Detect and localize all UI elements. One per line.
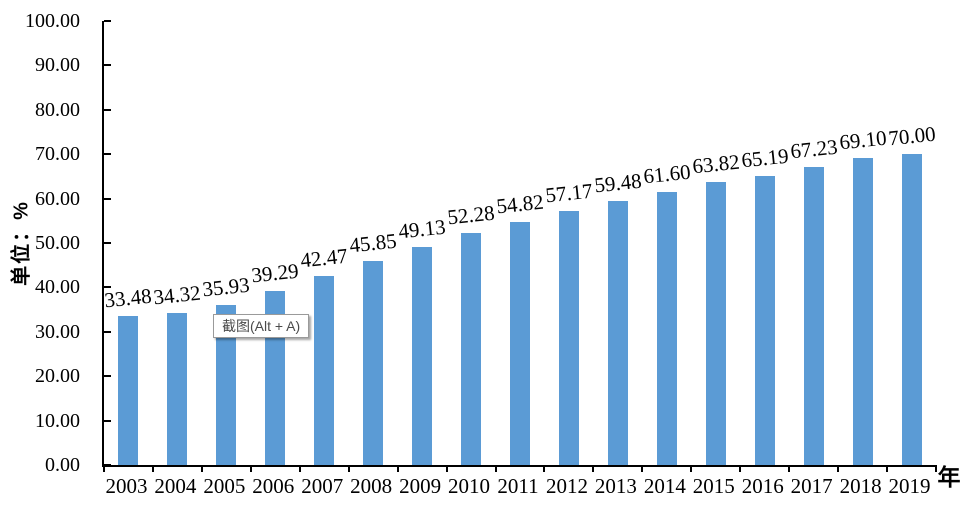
x-axis-tick-label: 2012 xyxy=(545,474,588,498)
y-axis-tick-label: 50.00 xyxy=(35,232,80,254)
x-axis-tick-label: 2011 xyxy=(497,474,539,498)
x-axis-tick-label: 2009 xyxy=(399,474,442,498)
bar-2016[interactable] xyxy=(754,175,775,465)
x-axis-tick xyxy=(347,465,350,472)
bar-2005[interactable] xyxy=(216,305,237,465)
y-axis-tick xyxy=(104,330,111,333)
y-axis-tick-label: 60.00 xyxy=(35,187,80,210)
bar-2011[interactable] xyxy=(510,221,530,465)
y-axis-tick xyxy=(104,64,111,67)
x-axis-tick-label: 2004 xyxy=(154,474,197,498)
x-axis-tick xyxy=(788,465,791,472)
x-axis-tick-label: 2007 xyxy=(301,474,344,498)
bar-2015[interactable] xyxy=(705,181,726,465)
screenshot-tooltip: 截图(Alt + A) xyxy=(213,314,310,338)
y-axis-tick-label: 40.00 xyxy=(35,276,80,299)
x-axis-tick xyxy=(690,465,693,472)
x-axis-title: 年 xyxy=(937,465,961,490)
y-axis-tick-label: 80.00 xyxy=(35,98,80,121)
bar-2009[interactable] xyxy=(412,246,433,465)
bar-2014[interactable] xyxy=(656,191,677,465)
x-axis-tick-label: 2008 xyxy=(350,474,393,498)
x-axis-tick xyxy=(641,465,644,472)
x-axis-tick xyxy=(739,465,742,472)
x-axis-tick-label: 2003 xyxy=(105,474,148,498)
bar-2004[interactable] xyxy=(167,312,188,465)
y-axis-tick-label: 20.00 xyxy=(35,365,80,388)
x-axis-tick-label: 2013 xyxy=(594,474,637,498)
x-axis-tick-label: 2016 xyxy=(741,474,784,498)
x-axis-tick-label: 2015 xyxy=(692,474,735,498)
y-axis-tick-label: 10.00 xyxy=(35,409,80,432)
x-axis-tick-label: 2005 xyxy=(203,474,246,498)
x-axis-tick xyxy=(151,465,154,472)
x-axis-tick xyxy=(396,465,399,472)
y-axis-tick-label: 0.00 xyxy=(45,454,80,476)
y-axis-tick xyxy=(104,197,111,200)
x-axis-tick xyxy=(543,465,546,472)
bar-2017[interactable] xyxy=(803,166,824,465)
x-axis-tick xyxy=(592,465,595,472)
bar-2013[interactable] xyxy=(607,200,628,465)
x-axis-tick xyxy=(886,465,889,472)
bar-2018[interactable] xyxy=(852,158,873,465)
y-axis-tick xyxy=(104,419,111,422)
y-axis-tick xyxy=(104,242,111,244)
y-axis-tick xyxy=(104,153,111,156)
x-axis-tick xyxy=(935,465,937,472)
x-axis-tick-label: 2019 xyxy=(888,474,931,498)
y-axis-tick xyxy=(104,286,111,289)
x-axis-tick xyxy=(249,465,252,472)
bar-2003[interactable] xyxy=(118,316,139,465)
y-axis-tick xyxy=(104,375,111,378)
y-axis-tick-label: 30.00 xyxy=(35,320,80,343)
x-axis-tick xyxy=(494,465,497,472)
x-axis-tick xyxy=(837,465,840,472)
x-axis-tick-label: 2014 xyxy=(643,474,686,498)
x-axis-tick-label: 2018 xyxy=(839,474,882,498)
y-axis-tick xyxy=(104,108,111,111)
y-axis-tick-label: 100.00 xyxy=(25,10,80,32)
x-axis-tick xyxy=(103,465,105,472)
x-axis-tick xyxy=(445,465,448,472)
plot-area: 33.48 34.32 35.93 39.29 42.47 45.85 49.13 52.28… xyxy=(102,20,937,472)
y-axis-tick xyxy=(104,464,111,466)
x-axis-tick-label: 2017 xyxy=(790,474,833,498)
bar-2007[interactable] xyxy=(314,276,335,465)
bar-value-label: 70.00 xyxy=(886,121,937,151)
bar-2012[interactable] xyxy=(558,211,579,465)
y-axis-tick-label: 90.00 xyxy=(35,54,80,77)
y-axis-tick-label: 70.00 xyxy=(35,143,80,166)
bar-2019[interactable] xyxy=(901,154,922,465)
x-axis-tick-label: 2010 xyxy=(448,474,491,498)
y-axis-tick xyxy=(104,20,111,22)
bar-2010[interactable] xyxy=(461,232,482,465)
x-axis-tick xyxy=(200,465,203,472)
x-axis-tick xyxy=(298,465,301,472)
x-axis-tick-label: 2006 xyxy=(252,474,295,498)
bar-2008[interactable] xyxy=(363,261,384,465)
